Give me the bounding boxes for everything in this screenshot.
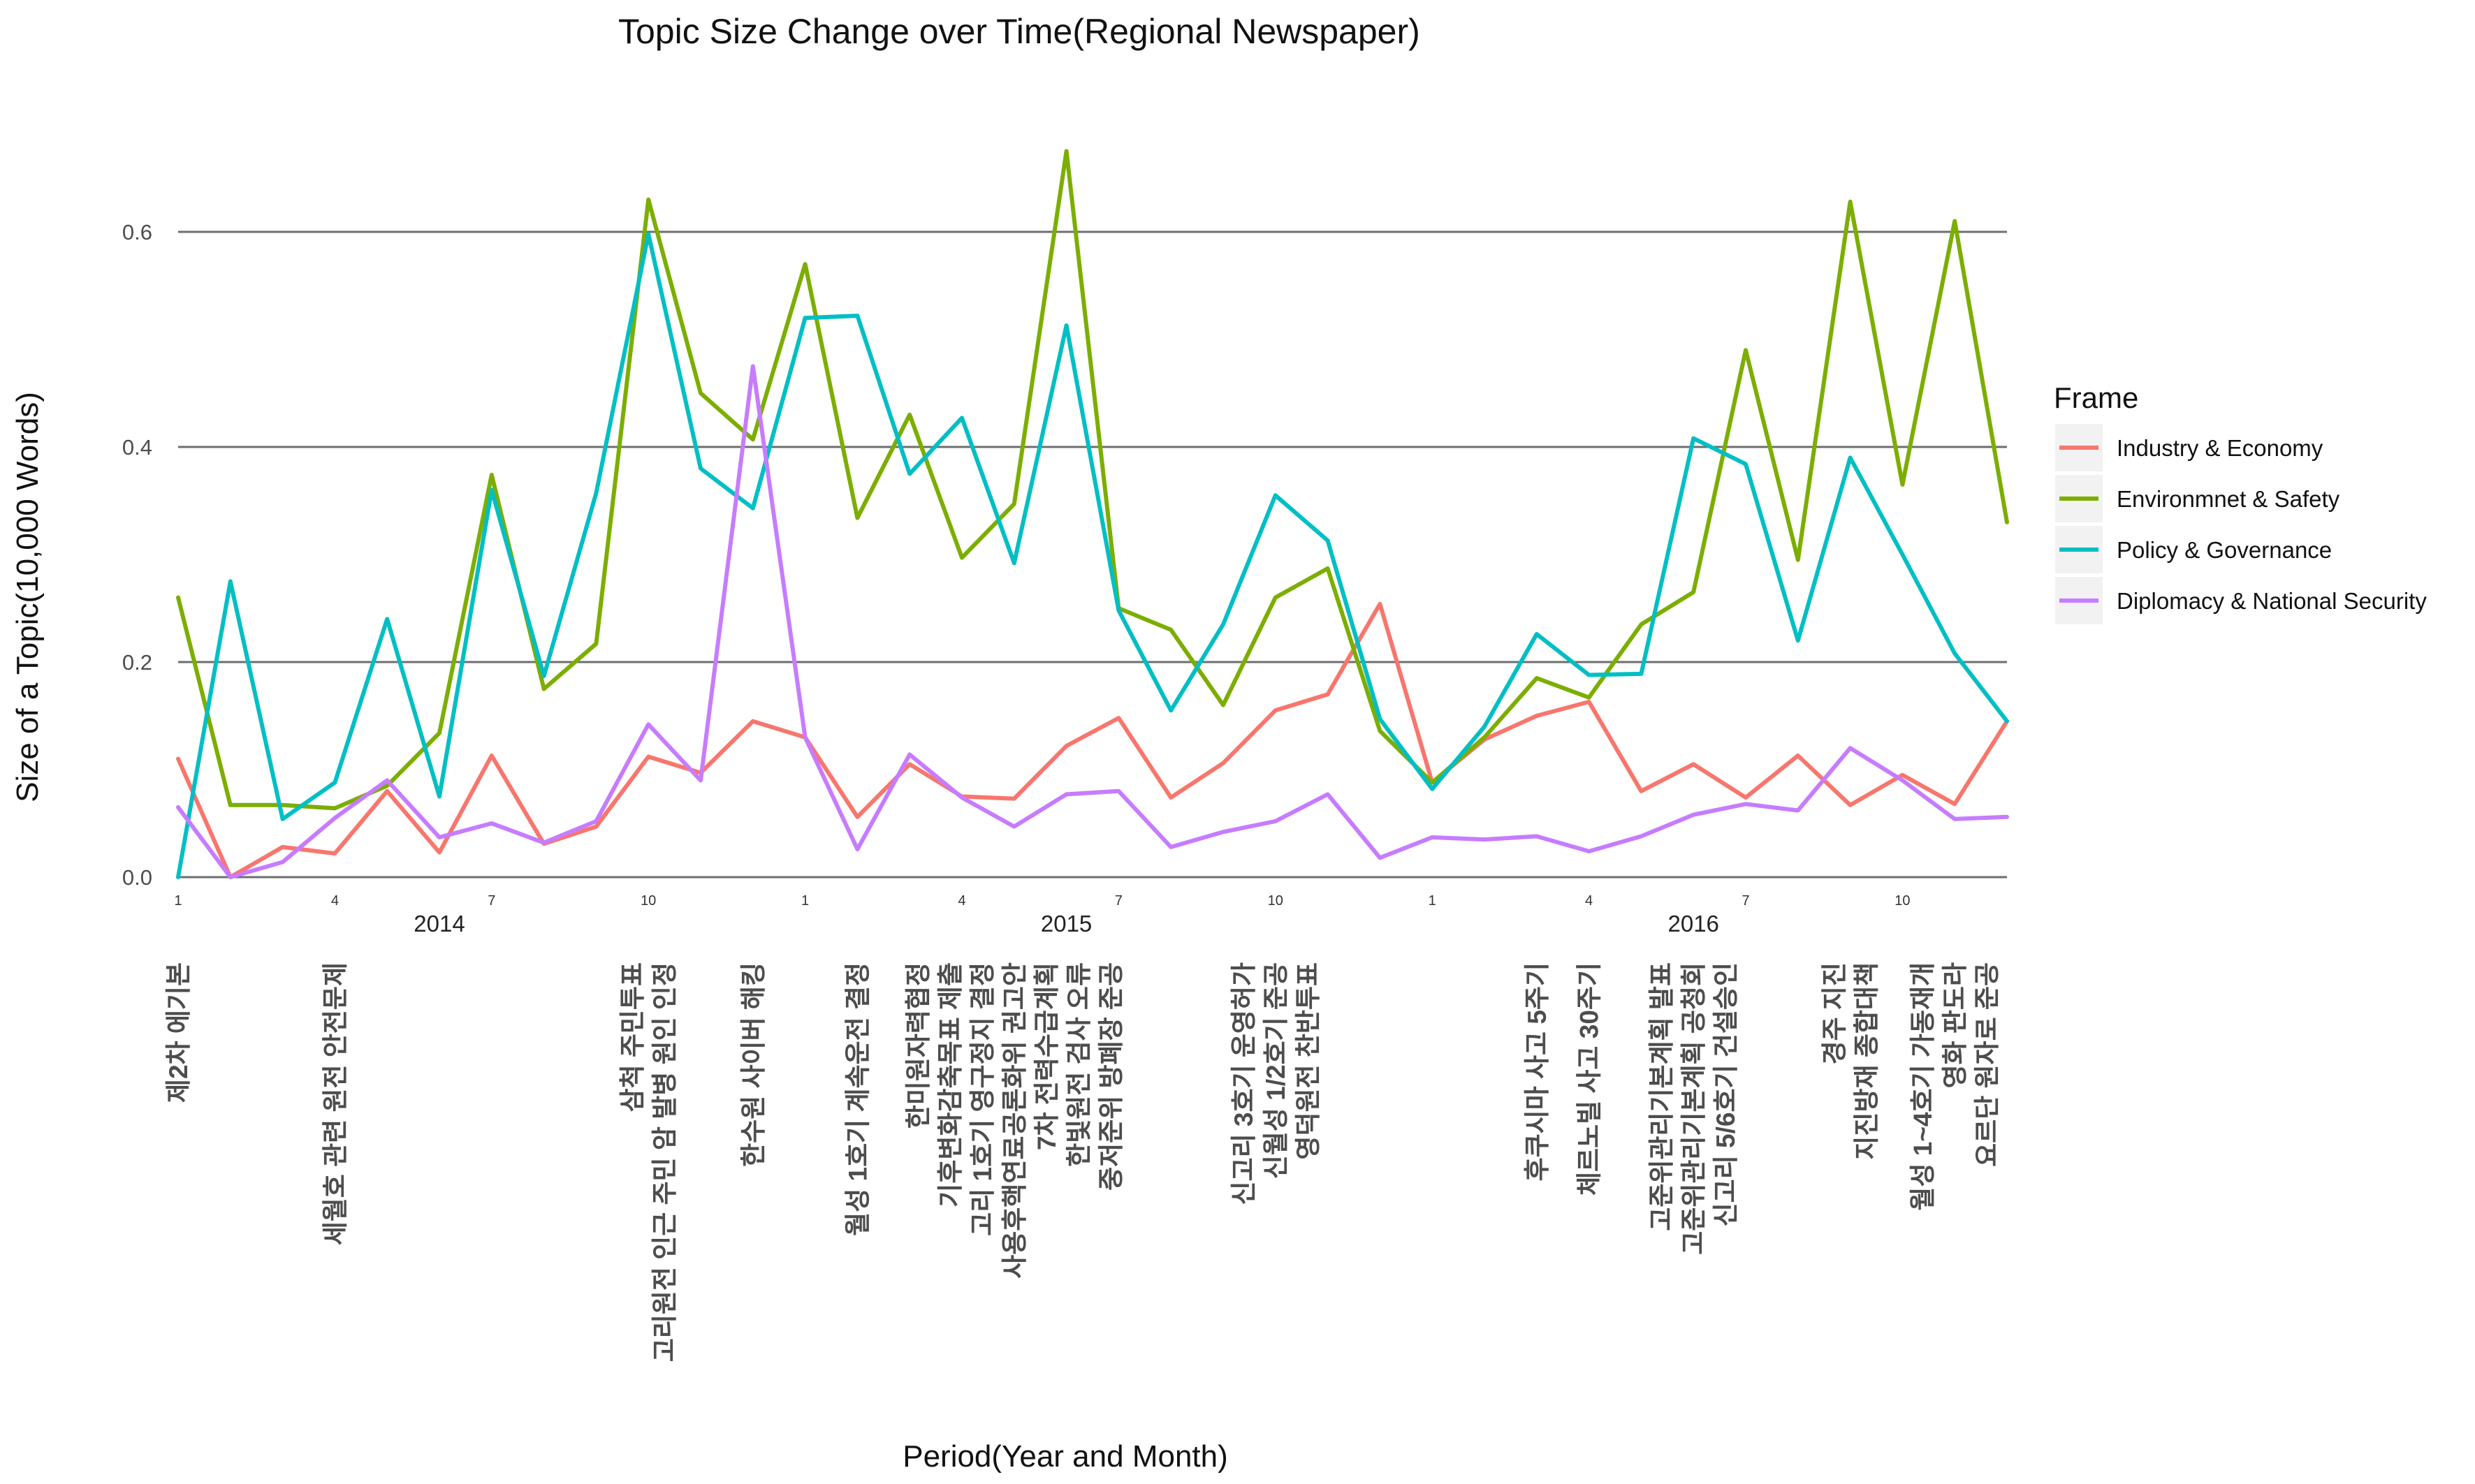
legend-label: Policy & Governance <box>2117 537 2332 563</box>
legend-label: Environmnet & Safety <box>2117 486 2340 512</box>
x-tick-label: 1 <box>174 893 182 909</box>
event-annotation: 고준위관리기본계획 공청회 <box>1679 962 1708 1255</box>
y-tick-label: 0.6 <box>122 220 152 244</box>
x-tick-label: 7 <box>1115 893 1123 909</box>
event-annotation: 기후변화감축목표 제출 <box>936 962 965 1207</box>
event-annotation: 한수원 사이버 해킹 <box>739 962 768 1167</box>
event-annotation: 7차 전력수급계획 <box>1032 962 1061 1150</box>
y-axis-title: Size of a Topic(10,000 Words) <box>10 392 45 802</box>
event-annotation: 고리 1호기 영구정지 결정 <box>968 962 997 1236</box>
y-tick-label: 0.0 <box>122 865 152 890</box>
event-annotation: 월성 1호기 계속운전 결정 <box>843 962 872 1236</box>
x-tick-label: 1 <box>1429 893 1436 909</box>
event-annotation: 경주 지진 <box>1820 962 1849 1064</box>
event-annotation: 세월호 관련 원전 안전문제 <box>321 962 349 1245</box>
legend-items: Industry & Economy Environmnet & Safety Po… <box>2055 424 2427 624</box>
x-tick-label: 4 <box>958 893 965 909</box>
x-tick-label: 4 <box>331 893 339 909</box>
x-tick-label: 10 <box>1894 893 1910 909</box>
gridlines <box>178 230 2007 879</box>
event-annotation: 요르단 원자로 준공 <box>1973 962 2001 1167</box>
event-annotation: 영덕원전 찬반투표 <box>1294 962 1322 1160</box>
x-axis-title: Period(Year and Month) <box>903 1439 1228 1474</box>
x-tick-label: 7 <box>1742 893 1749 909</box>
legend: Frame Industry & Economy Environmnet & Sa… <box>2054 381 2427 624</box>
y-tick-label: 0.2 <box>122 650 152 675</box>
chart-title: Topic Size Change over Time(Regional New… <box>618 12 1420 51</box>
x-tick-label: 7 <box>488 893 495 909</box>
series-line <box>176 364 2009 879</box>
event-annotation: 한미원자력협정 <box>904 962 933 1129</box>
event-annotations: 제2차 에기본 세월호 관련 원전 안전문제 삼척 주민투표 고리원전 인근 주민 암… <box>164 962 2001 1362</box>
event-annotation: 중저준위 방폐장 준공 <box>1097 962 1125 1191</box>
legend-title: Frame <box>2054 381 2138 414</box>
x-tick-label: 10 <box>641 893 656 909</box>
series-line <box>176 149 2009 811</box>
event-annotation: 신월성 1/2호기 준공 <box>1262 962 1290 1179</box>
x-tick-label: 10 <box>1268 893 1283 909</box>
series-line <box>176 232 2009 879</box>
event-annotation: 신고리 3호기 운영허가 <box>1229 962 1258 1205</box>
series-line <box>176 601 2009 879</box>
event-annotation: 후쿠시마 사고 5주기 <box>1523 962 1552 1181</box>
year-label: 2015 <box>1041 911 1092 936</box>
event-annotation: 고준위관리기본계획 발표 <box>1647 962 1676 1231</box>
series-lines <box>176 149 2009 879</box>
y-tick-labels: 0.0 0.2 0.4 0.6 <box>122 220 152 890</box>
event-annotation: 지진방재 종합대책 <box>1853 962 1881 1160</box>
year-label: 2014 <box>414 911 465 936</box>
legend-label: Industry & Economy <box>2117 435 2323 461</box>
event-annotation: 체르노빌 사고 30주기 <box>1575 962 1604 1196</box>
event-annotation: 영화 판도라 <box>1941 962 1969 1088</box>
legend-label: Diplomacy & National Security <box>2117 588 2427 614</box>
event-annotation: 고리원전 인근 주민 암 발병 원인 인정 <box>650 962 679 1362</box>
event-annotation: 신고리 5/6호기 건설승인 <box>1711 962 1740 1226</box>
event-annotation: 삼척 주민투표 <box>618 962 647 1112</box>
x-tick-labels: 1 4 7 10 1 4 7 10 1 4 7 10 2014 2015 2016 <box>174 893 1910 936</box>
event-annotation: 월성 1~4호기 가동재개 <box>1908 962 1937 1211</box>
x-tick-label: 1 <box>801 893 809 909</box>
y-tick-label: 0.4 <box>122 435 152 460</box>
event-annotation: 제2차 에기본 <box>164 962 193 1103</box>
event-annotation: 사용후핵연료공론화위 권고안 <box>1000 962 1029 1279</box>
year-label: 2016 <box>1667 911 1718 936</box>
x-tick-label: 4 <box>1585 893 1593 909</box>
event-annotation: 한빛원전 검사 오류 <box>1065 962 1093 1167</box>
